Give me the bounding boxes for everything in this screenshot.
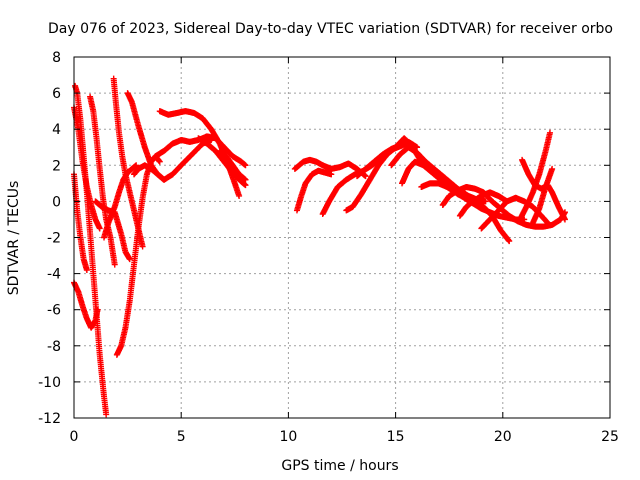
- data-point-marker: [362, 173, 369, 180]
- y-tick-label: -10: [38, 375, 61, 391]
- x-tick-label: 25: [601, 429, 619, 445]
- x-tick-label: 10: [279, 429, 297, 445]
- series-arc-20: [354, 138, 421, 180]
- chart-title: Day 076 of 2023, Sidereal Day-to-day VTE…: [48, 21, 613, 37]
- grid-lines: [74, 57, 610, 418]
- data-point-marker: [156, 158, 163, 165]
- data-point-marker: [126, 256, 133, 263]
- data-point-marker: [236, 192, 243, 199]
- y-axis-label: SDTVAR / TECUs: [6, 181, 22, 296]
- data-point-marker: [242, 162, 249, 169]
- data-point-marker: [103, 411, 110, 418]
- data-point-marker: [242, 182, 249, 189]
- series-arc-03: [71, 171, 90, 273]
- series-arc-15: [216, 147, 249, 183]
- data-point-marker: [111, 261, 118, 268]
- y-tick-label: 2: [52, 158, 61, 174]
- y-tick-label: 0: [52, 194, 61, 210]
- y-tick-label: -6: [47, 303, 61, 319]
- data-point-marker: [94, 306, 101, 313]
- series-arc-17: [293, 167, 335, 214]
- x-tick-label: 20: [494, 429, 512, 445]
- data-point-marker: [328, 171, 335, 178]
- y-tick-label: -4: [47, 267, 61, 283]
- series-arc-13: [152, 133, 249, 169]
- y-axis-tick-labels: -12 -10 -8 -6 -4 -2 0 2 4 6 8: [38, 50, 61, 427]
- x-tick-label: 0: [70, 429, 79, 445]
- y-tick-label: -8: [47, 339, 61, 355]
- y-tick-label: -2: [47, 231, 61, 247]
- data-point-marker: [96, 225, 103, 232]
- y-tick-label: 4: [52, 122, 61, 138]
- data-point-marker: [139, 243, 146, 250]
- data-point-marker: [161, 176, 168, 183]
- data-series: [71, 75, 568, 418]
- data-point-marker: [242, 176, 249, 183]
- y-tick-label: -12: [38, 411, 61, 427]
- x-tick-label: 15: [387, 429, 405, 445]
- x-tick-label: 5: [177, 429, 186, 445]
- x-axis-tick-labels: 0 5 10 15 20 25: [70, 429, 619, 445]
- data-point-marker: [133, 162, 140, 169]
- series-arc-10: [124, 90, 215, 183]
- series-arc-12: [156, 108, 243, 199]
- x-axis-label: GPS time / hours: [281, 458, 398, 474]
- series-arc-02: [72, 82, 110, 418]
- series-arc-08: [110, 75, 146, 250]
- y-tick-label: 6: [52, 86, 61, 102]
- series-arc-11: [131, 162, 168, 183]
- y-tick-label: 8: [52, 50, 61, 66]
- data-point-marker: [83, 266, 90, 273]
